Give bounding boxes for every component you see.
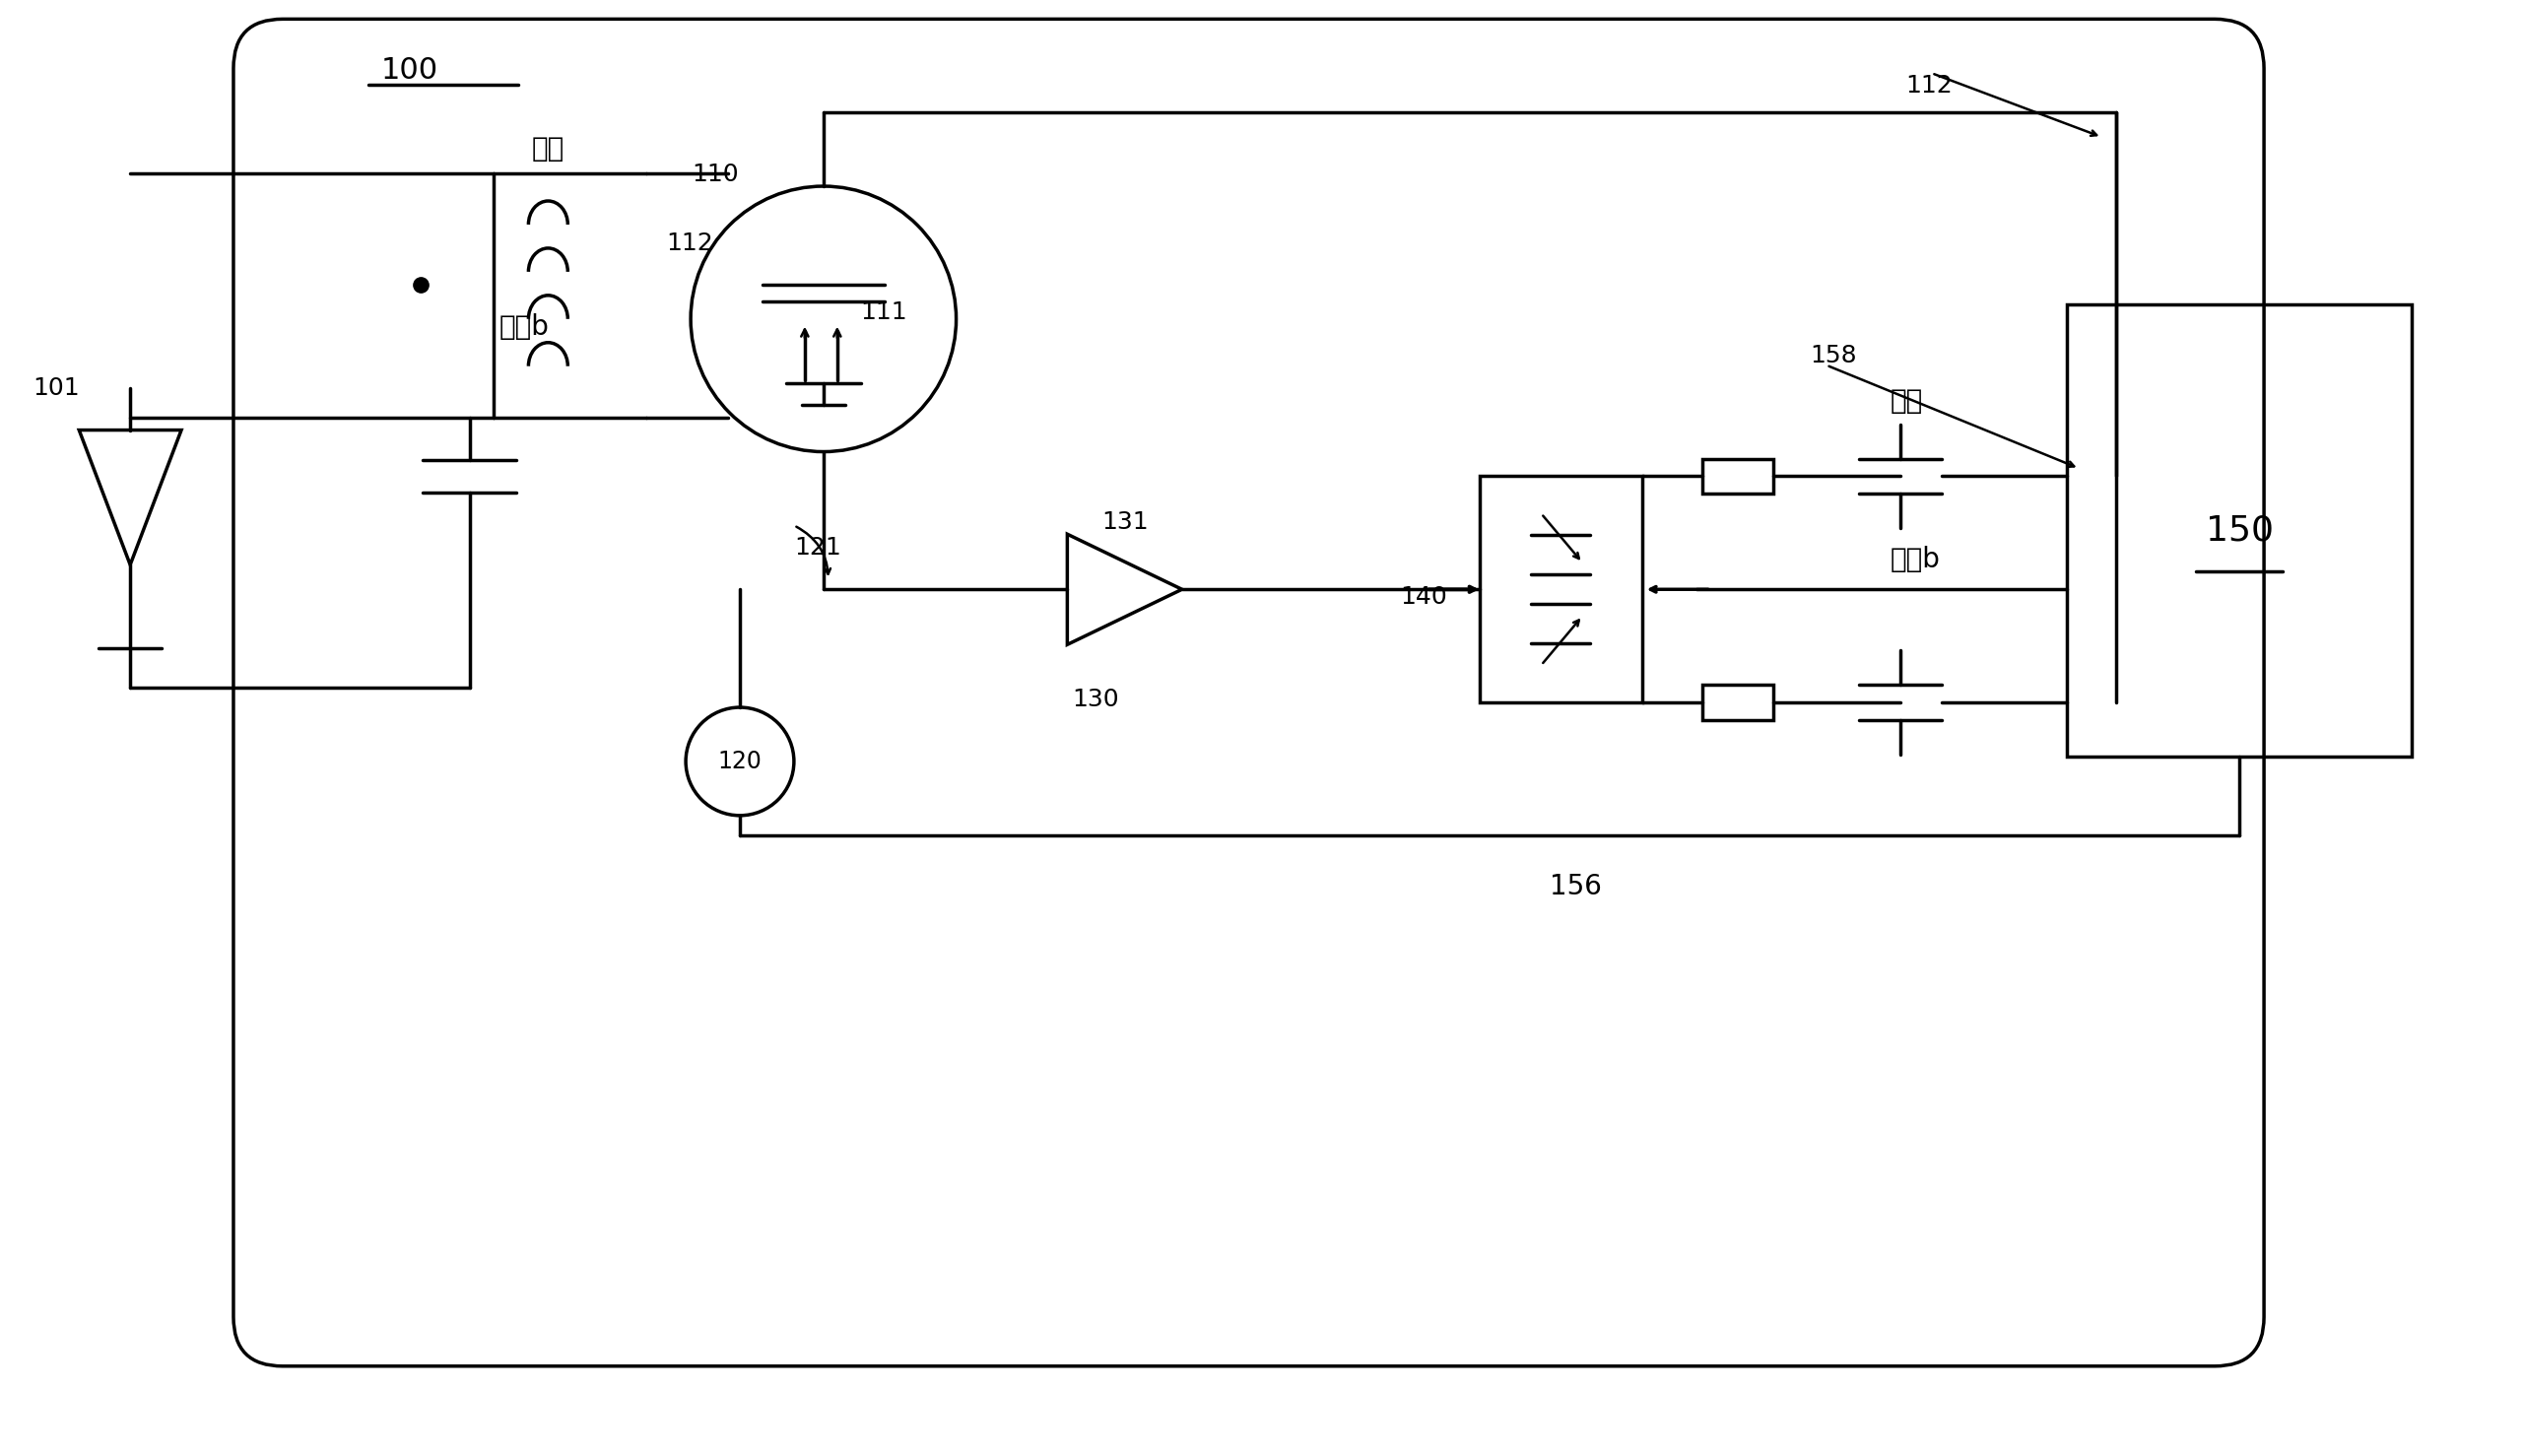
Text: 线圈: 线圈 — [532, 135, 565, 163]
Text: 121: 121 — [795, 536, 840, 561]
Text: 100: 100 — [381, 55, 439, 84]
Text: 112: 112 — [1905, 74, 1953, 98]
Text: 线圈: 线圈 — [1890, 387, 1923, 415]
Bar — [1703, 684, 1774, 721]
Text: 101: 101 — [33, 376, 81, 399]
Text: 156: 156 — [1549, 872, 1602, 900]
Text: 131: 131 — [1103, 511, 1148, 534]
Bar — [1481, 476, 1642, 702]
Text: 120: 120 — [717, 750, 762, 773]
Text: 111: 111 — [860, 300, 906, 323]
Text: 140: 140 — [1400, 585, 1448, 609]
Text: 线圈b: 线圈b — [1890, 546, 1940, 574]
Text: 150: 150 — [2205, 514, 2273, 547]
Text: 158: 158 — [1809, 344, 1857, 367]
Bar — [1703, 459, 1774, 494]
Text: 130: 130 — [1072, 687, 1120, 712]
Bar — [2066, 304, 2412, 757]
Text: 112: 112 — [666, 232, 714, 255]
Text: 110: 110 — [691, 163, 739, 186]
Text: 线圈b: 线圈b — [500, 313, 550, 341]
